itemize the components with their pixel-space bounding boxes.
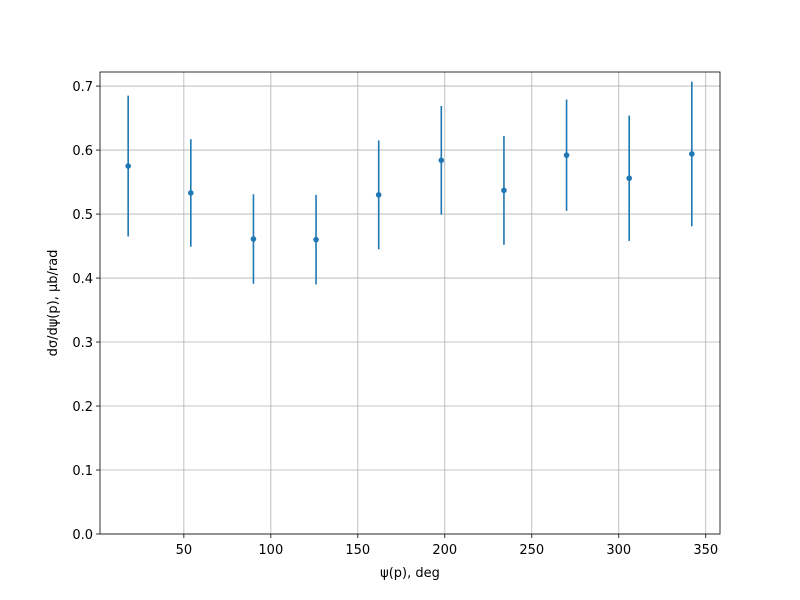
- data-point: [188, 190, 194, 196]
- data-point: [125, 163, 131, 169]
- y-tick-label: 0.7: [72, 80, 93, 95]
- x-tick-label: 300: [606, 543, 631, 558]
- y-tick-label: 0.6: [72, 144, 93, 159]
- data-point: [375, 192, 382, 198]
- x-tick-label: 200: [432, 543, 457, 558]
- data-point: [689, 151, 695, 157]
- data-point: [438, 157, 445, 164]
- y-tick-label: 0.1: [72, 464, 93, 479]
- x-tick-label: 350: [693, 543, 718, 558]
- x-tick-label: 100: [258, 543, 283, 558]
- y-tick-label: 0.4: [72, 272, 93, 287]
- x-axis-label: ψ(p), deg: [380, 566, 440, 581]
- plot-frame: [99, 71, 721, 535]
- data-point: [563, 152, 570, 158]
- data-point: [313, 236, 319, 243]
- y-axis-label: dσ/dψ(p), μb/rad: [46, 250, 61, 357]
- data-point: [250, 236, 257, 242]
- y-tick-label: 0.5: [72, 208, 93, 223]
- y-tick-label: 0.3: [72, 336, 93, 351]
- y-tick-label: 0.0: [72, 528, 93, 543]
- y-tick-label: 0.2: [72, 400, 93, 415]
- data-point: [501, 187, 507, 194]
- data-point: [626, 175, 632, 182]
- x-tick-label: 50: [176, 543, 193, 558]
- x-tick-label: 250: [519, 543, 544, 558]
- x-tick-label: 150: [345, 543, 370, 558]
